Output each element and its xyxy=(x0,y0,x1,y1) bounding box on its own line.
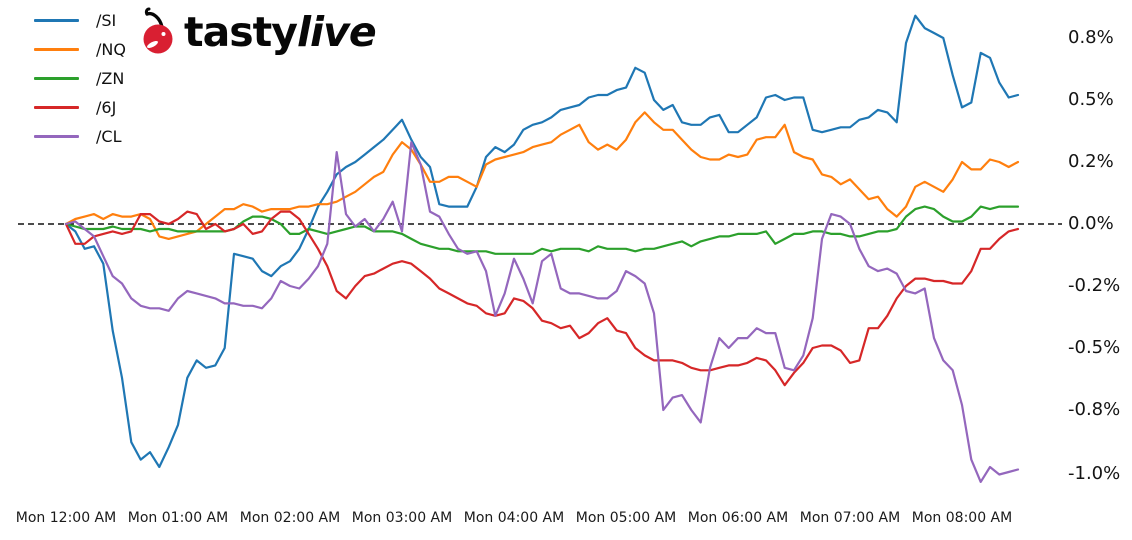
legend-item-nq: /NQ xyxy=(34,35,126,64)
brand-wordmark: tastylive xyxy=(184,11,377,53)
legend-label-zn: /ZN xyxy=(96,68,125,88)
series-line-zn xyxy=(64,205,1020,255)
brand-logo: tastylive xyxy=(136,6,377,58)
legend-item-6j: /6J xyxy=(34,93,126,122)
y-tick--1.0: -1.0% xyxy=(1068,463,1121,484)
x-tick-7am: Mon 07:00 AM xyxy=(799,510,901,526)
y-tick-0.5: 0.5% xyxy=(1068,89,1114,110)
legend-label-nq: /NQ xyxy=(96,39,126,59)
legend-item-cl: /CL xyxy=(34,122,126,151)
y-tick-0.2: 0.2% xyxy=(1068,151,1114,172)
x-tick-3am: Mon 03:00 AM xyxy=(351,510,453,526)
y-tick--0.5: -0.5% xyxy=(1068,337,1121,358)
x-tick-2am: Mon 02:00 AM xyxy=(239,510,341,526)
y-tick-0.0: 0.0% xyxy=(1068,213,1114,234)
zn-line-swatch xyxy=(34,77,79,80)
y-tick--0.8: -0.8% xyxy=(1068,399,1121,420)
legend-label-cl: /CL xyxy=(96,126,122,146)
x-tick-5am: Mon 05:00 AM xyxy=(575,510,677,526)
si-line-swatch xyxy=(34,19,79,22)
nq-line-swatch xyxy=(34,48,79,51)
series-line-si xyxy=(64,14,1020,469)
series-line-cl xyxy=(64,141,1020,483)
y-tick-0.8: 0.8% xyxy=(1068,27,1114,48)
brand-suffix: live xyxy=(297,7,377,56)
cherry-icon xyxy=(143,7,173,54)
y-tick--0.2: -0.2% xyxy=(1068,275,1121,296)
cl-line-swatch xyxy=(34,135,79,138)
x-tick-12am: Mon 12:00 AM xyxy=(15,510,117,526)
x-tick-1am: Mon 01:00 AM xyxy=(127,510,229,526)
legend-label-6j: /6J xyxy=(96,97,117,117)
x-tick-6am: Mon 06:00 AM xyxy=(687,510,789,526)
legend-label-si: /SI xyxy=(96,10,117,30)
legend-item-si: /SI xyxy=(34,6,126,35)
brand-prefix: tasty xyxy=(184,7,298,56)
x-tick-4am: Mon 04:00 AM xyxy=(463,510,565,526)
x-tick-8am: Mon 08:00 AM xyxy=(911,510,1013,526)
legend: /SI /NQ /ZN /6J /CL xyxy=(34,6,126,151)
legend-item-zn: /ZN xyxy=(34,64,126,93)
series-line-nq xyxy=(64,111,1020,240)
6j-line-swatch xyxy=(34,106,79,109)
series-line-6j xyxy=(64,210,1020,387)
